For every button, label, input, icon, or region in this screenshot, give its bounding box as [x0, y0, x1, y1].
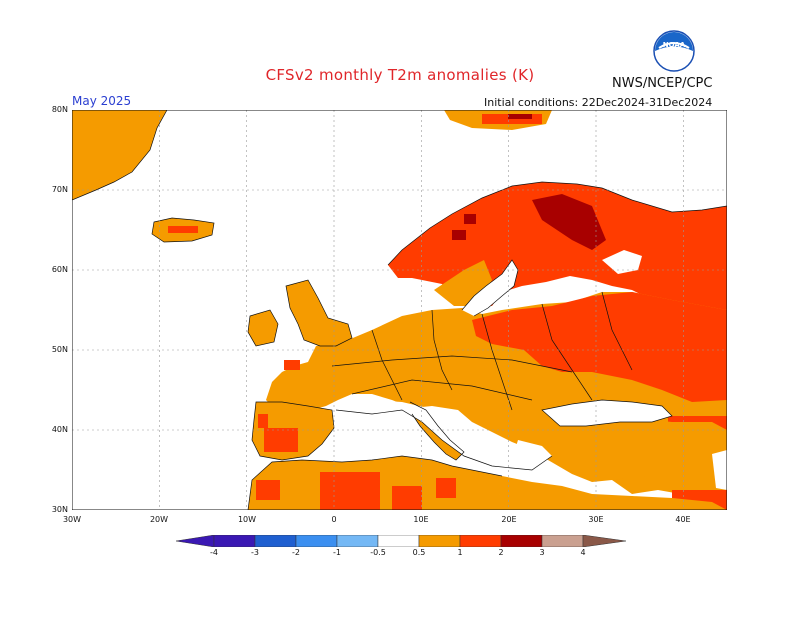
- graticule: [72, 110, 727, 510]
- lat-label-40n: 40N: [51, 425, 68, 434]
- colorbar-label: -4: [210, 548, 218, 557]
- turkey-landmass: [552, 418, 727, 480]
- lon-label-40e: 40E: [675, 515, 691, 524]
- colorbar-seg-above-max: [582, 535, 626, 547]
- baltic-sea: [462, 260, 518, 316]
- colorbar-label: -1: [333, 548, 341, 557]
- lon-label-10e: 10E: [413, 515, 429, 524]
- colorbar-seg-7: [459, 535, 502, 547]
- agency-label: NWS/NCEP/CPC: [612, 76, 713, 91]
- colorbar-label: 2: [498, 548, 504, 557]
- lat-label-70n: 70N: [51, 185, 68, 194]
- colorbar-label: 4: [580, 548, 586, 557]
- lon-label-30w: 30W: [62, 515, 82, 524]
- lon-label-30e: 30E: [588, 515, 604, 524]
- anomaly-map: [72, 110, 727, 510]
- finland-dark: [532, 194, 606, 250]
- greenland-landmass: [72, 110, 167, 200]
- colorbar-seg-5: [377, 535, 420, 547]
- lat-label-80n: 80N: [51, 105, 68, 114]
- colorbar-label: 0.5: [412, 548, 426, 557]
- lon-label-20e: 20E: [501, 515, 517, 524]
- eastern-europe-red: [472, 292, 727, 402]
- colorbar-label: -3: [251, 548, 259, 557]
- colorbar-seg-3: [295, 535, 338, 547]
- ireland-landmass: [248, 310, 278, 346]
- black-sea: [542, 400, 672, 426]
- colorbar-seg-8: [500, 535, 543, 547]
- valid-month-label: May 2025: [72, 94, 132, 108]
- colorbar-seg-below-min: [176, 535, 215, 547]
- noaa-logo: NOAA: [653, 30, 695, 72]
- colorbar-label: -0.5: [370, 548, 386, 557]
- lat-label-30n: 30N: [51, 505, 68, 514]
- colorbar-label: 1: [457, 548, 463, 557]
- lon-label-10w: 10W: [237, 515, 257, 524]
- colorbar: [176, 535, 626, 547]
- chart-title: CFSv2 monthly T2m anomalies (K): [265, 66, 535, 84]
- mediterranean-sea: [336, 400, 552, 470]
- great-britain-landmass: [286, 280, 352, 346]
- colorbar-label: 3: [539, 548, 545, 557]
- logo-text: NOAA: [663, 41, 686, 49]
- lat-label-60n: 60N: [51, 265, 68, 274]
- lat-label-50n: 50N: [51, 345, 68, 354]
- caspian-sea: [712, 450, 727, 490]
- colorbar-seg-4: [336, 535, 379, 547]
- lon-label-0: 0: [331, 515, 337, 524]
- colorbar-seg-1: [213, 535, 256, 547]
- colorbar-seg-9: [541, 535, 584, 547]
- colorbar-label: -2: [292, 548, 300, 557]
- coastlines: [72, 110, 727, 510]
- colorbar-seg-2: [254, 535, 297, 547]
- lon-label-20w: 20W: [149, 515, 169, 524]
- white-sea: [602, 250, 642, 274]
- colorbar-seg-6: [418, 535, 461, 547]
- init-conditions-label: Initial conditions: 22Dec2024-31Dec2024: [484, 96, 713, 109]
